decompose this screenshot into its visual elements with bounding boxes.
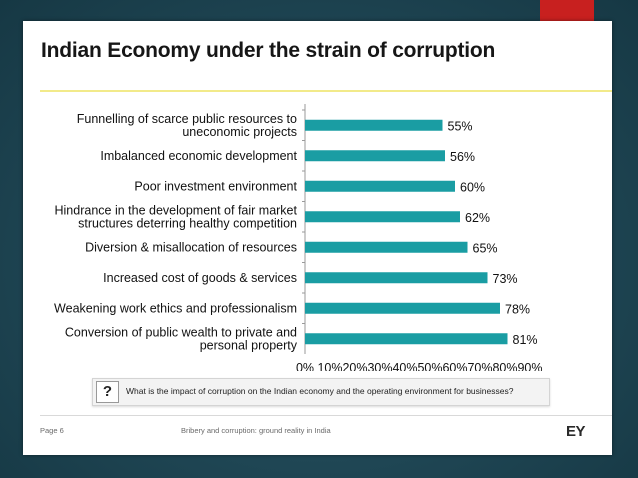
bar-5 bbox=[305, 241, 468, 253]
category-label-line: uneconomic projects bbox=[182, 125, 297, 139]
category-label-line: structures deterring healthy competition bbox=[78, 216, 297, 230]
question-box: ? What is the impact of corruption on th… bbox=[92, 378, 550, 406]
bar-value-label: 65% bbox=[473, 241, 498, 255]
category-label: Conversion of public wealth to private a… bbox=[65, 325, 298, 352]
footer-note: Bribery and corruption: ground reality i… bbox=[181, 426, 331, 435]
bar-value-label: 56% bbox=[450, 150, 475, 164]
category-label-line: Imbalanced economic development bbox=[100, 149, 297, 163]
category-label-line: Funnelling of scarce public resources to bbox=[77, 112, 297, 126]
bar-2 bbox=[305, 150, 445, 162]
question-mark-icon: ? bbox=[96, 381, 119, 403]
slide-title: Indian Economy under the strain of corru… bbox=[41, 39, 496, 62]
category-label-line: Increased cost of goods & services bbox=[103, 271, 297, 285]
bar-3 bbox=[305, 180, 455, 192]
x-tick-label: 0% bbox=[296, 361, 314, 371]
category-label-line: Hindrance in the development of fair mar… bbox=[55, 203, 298, 217]
bar-6 bbox=[305, 272, 488, 284]
x-tick-label: 90% bbox=[517, 361, 542, 371]
category-label-line: Poor investment environment bbox=[134, 179, 297, 193]
bar-8 bbox=[305, 333, 508, 345]
bar-4 bbox=[305, 211, 460, 223]
category-label-line: personal property bbox=[200, 338, 298, 352]
slide: Indian Economy under the strain of corru… bbox=[23, 21, 612, 455]
x-tick-label: 60% bbox=[442, 361, 467, 371]
bar-7 bbox=[305, 302, 500, 314]
category-label: Poor investment environment bbox=[134, 179, 297, 193]
title-underline bbox=[40, 90, 612, 92]
bar-value-label: 60% bbox=[460, 180, 485, 194]
category-label-line: Conversion of public wealth to private a… bbox=[65, 325, 297, 339]
category-label: Funnelling of scarce public resources to… bbox=[77, 112, 297, 139]
x-tick-label: 40% bbox=[392, 361, 417, 371]
x-tick-label: 80% bbox=[492, 361, 517, 371]
bar-value-label: 62% bbox=[465, 211, 490, 225]
footer-divider bbox=[40, 415, 612, 416]
bar-value-label: 78% bbox=[505, 302, 530, 316]
category-label: Weakening work ethics and professionalis… bbox=[54, 301, 297, 315]
x-tick-label: 50% bbox=[417, 361, 442, 371]
question-text: What is the impact of corruption on the … bbox=[126, 386, 514, 396]
category-label-line: Weakening work ethics and professionalis… bbox=[54, 301, 297, 315]
category-label: Hindrance in the development of fair mar… bbox=[55, 203, 298, 230]
x-tick-label: 20% bbox=[342, 361, 367, 371]
x-tick-label: 70% bbox=[467, 361, 492, 371]
ey-logo: EY bbox=[566, 423, 586, 440]
bar-value-label: 81% bbox=[513, 333, 538, 347]
category-label-line: Diversion & misallocation of resources bbox=[85, 240, 297, 254]
category-label: Imbalanced economic development bbox=[100, 149, 297, 163]
category-label: Diversion & misallocation of resources bbox=[85, 240, 297, 254]
x-tick-label: 30% bbox=[367, 361, 392, 371]
bar-value-label: 55% bbox=[448, 119, 473, 133]
x-tick-label: 10% bbox=[317, 361, 342, 371]
bar-value-label: 73% bbox=[493, 272, 518, 286]
bar-chart: 55% Funnelling of scarce public resources… bbox=[54, 104, 543, 371]
bar-1 bbox=[305, 119, 443, 131]
category-label: Increased cost of goods & services bbox=[103, 271, 297, 285]
page-number: Page 6 bbox=[40, 426, 64, 435]
